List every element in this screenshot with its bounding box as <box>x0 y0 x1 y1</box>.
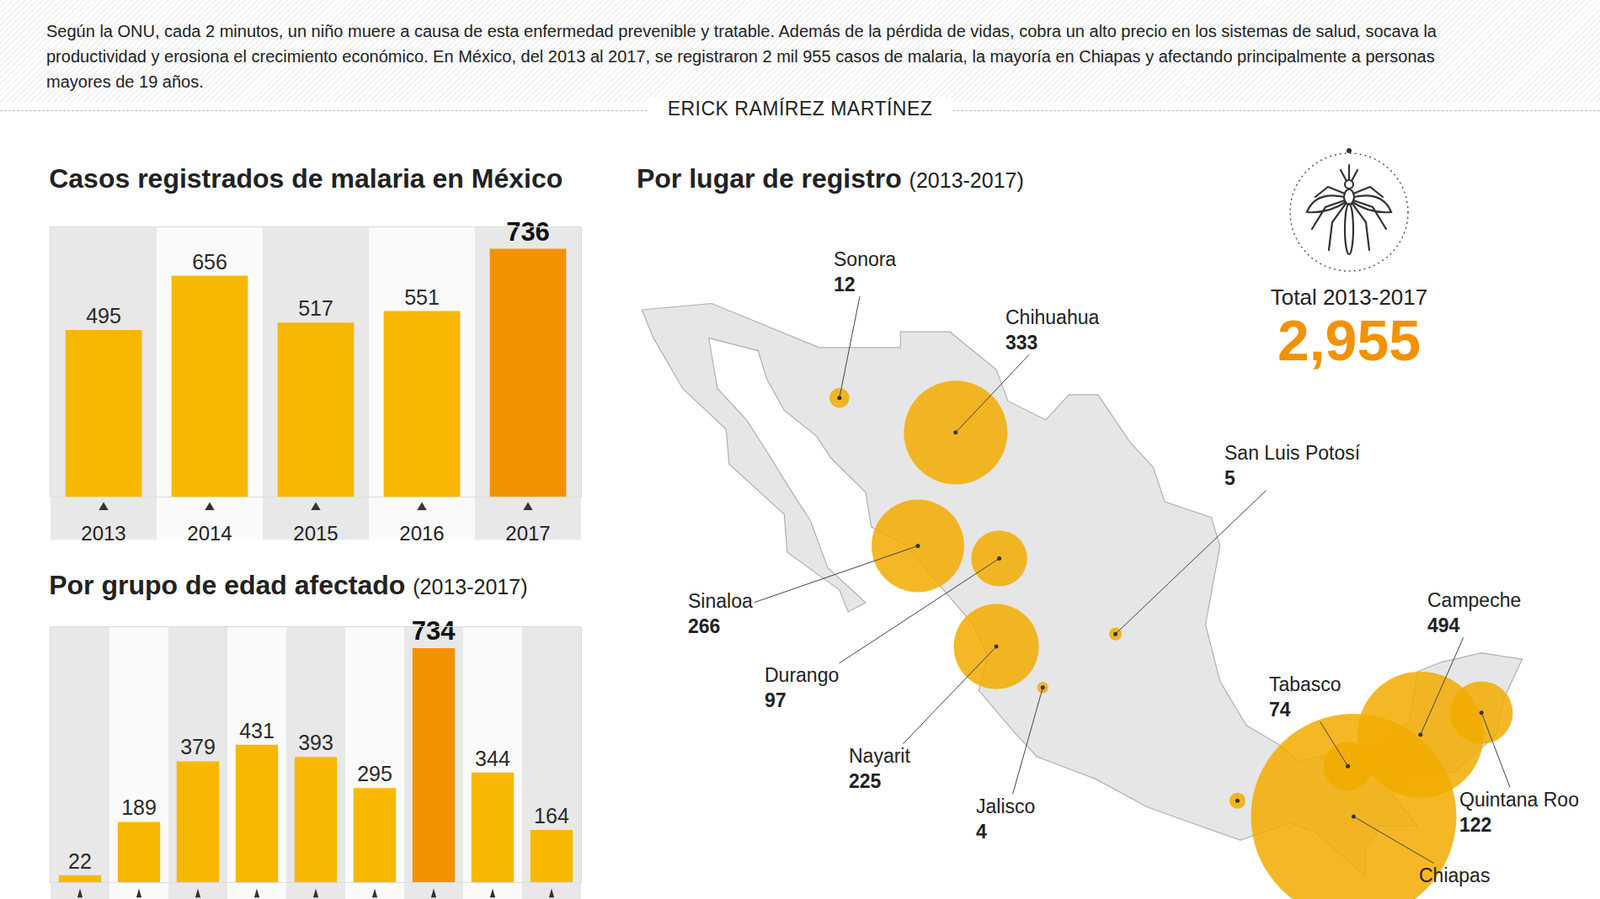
svg-text:164: 164 <box>533 804 570 828</box>
svg-text:344: 344 <box>474 746 511 771</box>
svg-text:2013: 2013 <box>80 522 126 544</box>
svg-text:393: 393 <box>298 730 334 755</box>
svg-text:Nayarit225: Nayarit225 <box>848 745 911 793</box>
svg-text:Por grupo de edad afectado (20: Por grupo de edad afectado (2013-2017) <box>48 570 528 601</box>
html-text:ERICK RAMÍREZ MARTÍNEZ: ERICK RAMÍREZ MARTÍNEZ <box>667 97 933 120</box>
svg-text:2014: 2014 <box>186 522 232 544</box>
svg-text:656: 656 <box>192 250 228 274</box>
svg-text:San Luis Potosí5: San Luis Potosí5 <box>1224 442 1361 490</box>
svg-text:Casos registrados de malaria e: Casos registrados de malaria en México <box>48 163 563 194</box>
html-text:Total 2013-2017: Total 2013-2017 <box>1270 284 1428 310</box>
svg-text:Chihuahua333: Chihuahua333 <box>1005 306 1099 354</box>
svg-text:Tabasco74: Tabasco74 <box>1269 673 1342 721</box>
svg-text:551: 551 <box>404 285 440 310</box>
svg-text:379: 379 <box>180 735 216 759</box>
svg-text:Por lugar de registro (2013-20: Por lugar de registro (2013-2017) <box>636 163 1024 194</box>
svg-text:Sinaloa266: Sinaloa266 <box>688 590 753 638</box>
svg-text:Jalisco4: Jalisco4 <box>976 795 1035 843</box>
svg-text:2015: 2015 <box>293 522 338 544</box>
svg-text:Sonora12: Sonora12 <box>833 248 896 296</box>
svg-text:431: 431 <box>239 719 275 743</box>
svg-text:22: 22 <box>68 849 92 874</box>
svg-text:295: 295 <box>357 762 393 786</box>
svg-text:Durango97: Durango97 <box>764 664 839 712</box>
svg-text:2017: 2017 <box>505 522 550 544</box>
html-text:2,955: 2,955 <box>1277 308 1421 373</box>
svg-text:517: 517 <box>298 296 334 320</box>
svg-text:736: 736 <box>506 217 550 247</box>
svg-text:734: 734 <box>411 616 456 646</box>
svg-text:Campeche494: Campeche494 <box>1427 589 1521 637</box>
svg-text:495: 495 <box>85 304 122 328</box>
html-text:Según la ONU, cada 2 minutos,: Según la ONU, cada 2 minutos, un niño mu… <box>46 21 1437 91</box>
svg-text:Chiapas: Chiapas <box>1418 864 1490 887</box>
svg-text:Quintana Roo122: Quintana Roo122 <box>1459 789 1579 837</box>
svg-text:2016: 2016 <box>399 522 444 544</box>
svg-text:189: 189 <box>121 795 157 820</box>
